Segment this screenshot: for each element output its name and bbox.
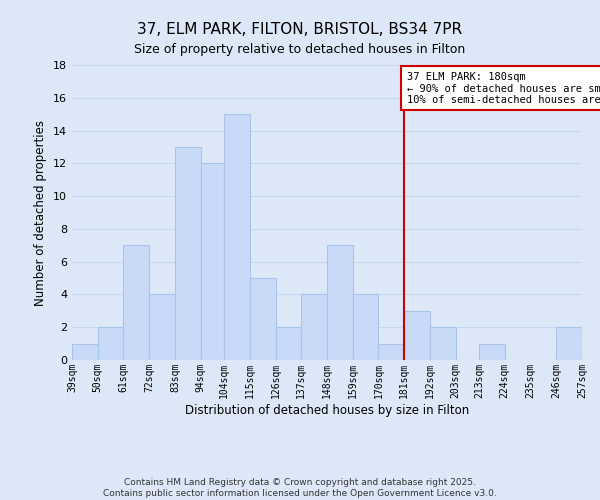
Bar [98,327,124,360]
Bar [301,294,327,360]
Bar [404,311,430,360]
Bar [430,327,455,360]
Text: 37 ELM PARK: 180sqm
← 90% of detached houses are smaller (76)
10% of semi-detach: 37 ELM PARK: 180sqm ← 90% of detached ho… [407,72,600,105]
Bar [200,164,224,360]
Y-axis label: Number of detached properties: Number of detached properties [34,120,47,306]
Bar [556,327,582,360]
Bar [72,344,98,360]
Bar [379,344,404,360]
Bar [250,278,275,360]
Bar [224,114,250,360]
Text: Contains HM Land Registry data © Crown copyright and database right 2025.
Contai: Contains HM Land Registry data © Crown c… [103,478,497,498]
Bar [175,147,200,360]
Bar [353,294,379,360]
Text: Size of property relative to detached houses in Filton: Size of property relative to detached ho… [134,42,466,56]
X-axis label: Distribution of detached houses by size in Filton: Distribution of detached houses by size … [185,404,469,416]
Bar [124,246,149,360]
Bar [479,344,505,360]
Bar [149,294,175,360]
Bar [275,327,301,360]
Bar [327,246,353,360]
Text: 37, ELM PARK, FILTON, BRISTOL, BS34 7PR: 37, ELM PARK, FILTON, BRISTOL, BS34 7PR [137,22,463,38]
